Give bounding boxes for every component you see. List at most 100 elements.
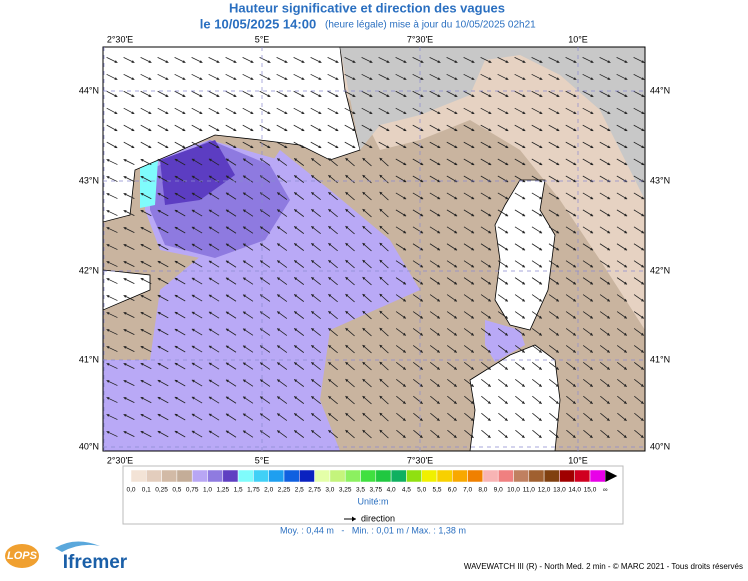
- color-swatch: [482, 469, 499, 483]
- wave-arrow-head: [345, 158, 349, 161]
- wave-arrow-head: [208, 396, 212, 400]
- wave-arrow-head: [539, 94, 543, 97]
- wave-arrow-head: [487, 383, 491, 387]
- wave-arrow-head: [453, 332, 457, 336]
- wave-arrow-head: [311, 379, 315, 383]
- wave-arrow-head: [140, 210, 144, 213]
- wave-arrow-head: [345, 192, 349, 195]
- color-label: 0,0: [126, 487, 135, 494]
- wave-arrow-head: [157, 414, 161, 417]
- wave-arrow-head: [539, 213, 543, 217]
- color-label: ∞: [603, 487, 608, 494]
- wave-arrow-head: [556, 94, 560, 97]
- wave-arrow-head: [311, 362, 315, 366]
- wave-arrow-head: [420, 213, 424, 217]
- wave-arrow-head: [191, 277, 195, 281]
- lon-label-top: 10°E: [568, 34, 588, 44]
- wave-arrow-head: [471, 162, 475, 166]
- wave-arrow-head: [641, 111, 645, 114]
- wave-arrow-head: [641, 145, 645, 149]
- wave-arrow-head: [106, 159, 110, 162]
- wave-arrow-head: [362, 345, 366, 348]
- wave-arrow-head: [471, 213, 475, 217]
- wave-zone: [485, 320, 525, 362]
- land-sardinia: [469, 344, 561, 451]
- wave-arrow-head: [225, 328, 229, 332]
- wave-arrow-head: [402, 383, 406, 387]
- wave-arrow-head: [243, 192, 247, 196]
- wave-arrow-head: [521, 366, 525, 370]
- wave-arrow-head: [590, 162, 594, 166]
- wave-arrow-head: [470, 366, 474, 370]
- wave-arrow-head: [453, 298, 457, 302]
- color-label: 9,0: [494, 487, 503, 494]
- wave-arrow-head: [420, 196, 424, 200]
- wave-arrow-head: [294, 362, 298, 366]
- wave-arrow-head: [284, 94, 288, 97]
- wave-arrow-head: [624, 264, 627, 268]
- wave-arrow-head: [250, 60, 254, 63]
- wave-arrow-head: [369, 128, 373, 131]
- wave-arrow-head: [301, 60, 305, 63]
- wave-arrow-head: [454, 162, 458, 166]
- wave-arrow-head: [243, 226, 247, 230]
- wave-arrow-head: [106, 363, 110, 366]
- wave-arrow-head: [199, 94, 203, 97]
- wave-arrow-head: [403, 60, 407, 63]
- wave-arrow-head: [225, 345, 229, 349]
- wave-arrow-head: [208, 413, 212, 417]
- wave-arrow-head: [140, 278, 144, 281]
- wave-arrow-head: [471, 145, 475, 149]
- wave-arrow-head: [260, 379, 264, 383]
- wave-arrow-head: [539, 128, 543, 131]
- wave-arrow-head: [294, 396, 298, 400]
- wave-arrow-head: [590, 247, 594, 251]
- wave-arrow-head: [277, 175, 281, 179]
- wave-arrow-head: [590, 111, 594, 114]
- wave-arrow-head: [294, 192, 298, 196]
- wave-arrow-head: [419, 366, 423, 370]
- wave-arrow-head: [182, 111, 186, 114]
- wave-arrow-head: [225, 158, 229, 162]
- color-swatch: [146, 469, 162, 483]
- wave-arrow-head: [453, 400, 457, 404]
- wave-arrow-head: [233, 77, 237, 80]
- wave-arrow-head: [419, 417, 423, 421]
- wave-arrow-head: [624, 77, 628, 80]
- wave-arrow-head: [488, 264, 491, 268]
- wave-arrow-head: [488, 77, 492, 80]
- wave-arrow-head: [573, 179, 577, 183]
- wave-arrow-head: [453, 349, 457, 353]
- wave-arrow-head: [419, 435, 423, 438]
- wave-arrow-head: [328, 294, 332, 298]
- wave-arrow-head: [379, 412, 383, 416]
- wave-arrow-head: [140, 159, 144, 162]
- wave-arrow-head: [328, 311, 332, 315]
- wave-arrow-head: [538, 315, 542, 319]
- wave-arrow-head: [488, 162, 492, 166]
- wave-arrow-head: [624, 128, 628, 131]
- wave-arrow-head: [318, 128, 322, 131]
- wave-arrow-head: [284, 60, 288, 63]
- wave-arrow-head: [216, 60, 220, 63]
- wave-arrow-head: [471, 247, 475, 251]
- wave-arrow-head: [403, 162, 407, 166]
- lat-label-left: 41°N: [79, 354, 99, 364]
- wave-arrow-head: [641, 60, 645, 63]
- wave-arrow-head: [250, 111, 254, 114]
- wave-arrow-head: [328, 243, 332, 247]
- wave-arrow-head: [539, 196, 543, 200]
- wave-arrow-head: [419, 332, 423, 336]
- wave-arrow-head: [277, 277, 281, 281]
- color-swatch: [191, 469, 208, 483]
- wave-arrow-head: [589, 435, 593, 438]
- wave-arrow-head: [488, 111, 492, 114]
- wave-arrow-head: [453, 281, 457, 285]
- wave-arrow-head: [590, 128, 594, 131]
- wave-arrow-head: [216, 77, 220, 80]
- wave-arrow-head: [174, 413, 178, 417]
- wave-arrow-head: [521, 435, 525, 438]
- color-label: 10,0: [507, 487, 520, 494]
- wave-arrow-head: [555, 315, 559, 319]
- wave-arrow-head: [294, 430, 298, 434]
